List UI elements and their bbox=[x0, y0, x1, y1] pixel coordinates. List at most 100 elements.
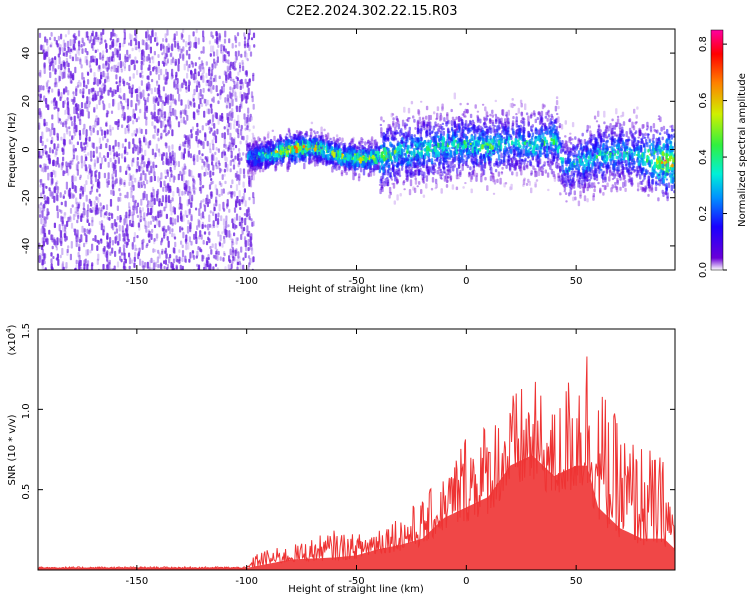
noise-cell bbox=[244, 49, 247, 54]
noise-cell bbox=[185, 60, 188, 66]
noise-cell bbox=[88, 96, 91, 102]
noise-cell bbox=[126, 49, 129, 55]
spectrum-cell bbox=[564, 192, 568, 195]
noise-cell bbox=[217, 250, 220, 256]
noise-cell bbox=[252, 72, 255, 77]
noise-cell bbox=[253, 44, 256, 48]
noise-cell bbox=[79, 82, 82, 87]
noise-cell bbox=[137, 222, 140, 228]
noise-cell bbox=[66, 248, 69, 253]
noise-cell bbox=[219, 256, 222, 261]
noise-cell bbox=[198, 208, 201, 217]
noise-cell bbox=[114, 139, 117, 147]
noise-cell bbox=[205, 99, 208, 107]
noise-cell bbox=[109, 157, 112, 163]
noise-cell bbox=[156, 115, 159, 123]
noise-cell bbox=[122, 265, 125, 270]
noise-cell bbox=[135, 168, 138, 174]
noise-cell bbox=[95, 58, 98, 66]
noise-cell bbox=[185, 50, 189, 56]
spectrum-cell bbox=[595, 120, 599, 123]
noise-cell bbox=[142, 170, 145, 176]
noise-cell bbox=[110, 189, 113, 195]
noise-cell bbox=[194, 36, 197, 43]
noise-cell bbox=[127, 124, 130, 132]
noise-cell bbox=[78, 79, 81, 84]
noise-cell bbox=[187, 242, 190, 250]
noise-cell bbox=[83, 258, 87, 267]
noise-cell bbox=[113, 183, 116, 187]
noise-cell bbox=[113, 88, 116, 97]
noise-cell bbox=[243, 226, 246, 232]
noise-cell bbox=[238, 67, 242, 73]
noise-cell bbox=[210, 80, 213, 86]
noise-cell bbox=[247, 87, 250, 95]
noise-cell bbox=[203, 161, 206, 166]
noise-cell bbox=[224, 161, 227, 168]
noise-cell bbox=[199, 97, 202, 105]
noise-cell bbox=[155, 36, 159, 44]
noise-cell bbox=[119, 192, 122, 197]
noise-cell bbox=[228, 112, 231, 117]
noise-cell bbox=[193, 102, 196, 108]
noise-cell bbox=[201, 158, 204, 164]
noise-cell bbox=[152, 161, 155, 169]
noise-cell bbox=[239, 65, 242, 69]
noise-cell bbox=[242, 257, 245, 261]
noise-cell bbox=[216, 56, 219, 63]
noise-cell bbox=[227, 67, 230, 74]
noise-cell bbox=[197, 267, 200, 270]
noise-cell bbox=[91, 243, 94, 251]
noise-cell bbox=[239, 140, 242, 145]
noise-cell bbox=[97, 253, 100, 261]
noise-cell bbox=[110, 110, 114, 114]
noise-cell bbox=[226, 202, 229, 207]
noise-cell bbox=[172, 157, 175, 161]
noise-cell bbox=[60, 33, 63, 40]
noise-cell bbox=[202, 198, 205, 203]
noise-cell bbox=[145, 42, 148, 51]
noise-cell bbox=[66, 220, 69, 227]
noise-cell bbox=[156, 256, 159, 263]
noise-cell bbox=[79, 187, 82, 192]
noise-cell bbox=[60, 240, 63, 247]
noise-cell bbox=[56, 180, 59, 185]
noise-cell bbox=[107, 89, 110, 97]
noise-cell bbox=[79, 174, 82, 178]
noise-cell bbox=[202, 239, 205, 245]
spectrum-cell bbox=[433, 111, 436, 115]
noise-cell bbox=[88, 136, 91, 142]
noise-cell bbox=[202, 184, 205, 188]
noise-cell bbox=[202, 255, 205, 260]
noise-cell bbox=[64, 66, 67, 70]
noise-cell bbox=[217, 148, 220, 152]
noise-cell bbox=[41, 210, 44, 218]
noise-cell bbox=[80, 155, 83, 164]
noise-cell bbox=[168, 145, 171, 153]
noise-cell bbox=[221, 174, 224, 180]
noise-cell bbox=[218, 241, 221, 246]
noise-cell bbox=[85, 55, 89, 60]
noise-cell bbox=[150, 192, 153, 198]
noise-cell bbox=[60, 201, 63, 206]
noise-cell bbox=[57, 110, 60, 119]
noise-cell bbox=[140, 184, 143, 188]
spectrum-cell bbox=[660, 126, 663, 132]
noise-cell bbox=[231, 87, 235, 94]
noise-cell bbox=[83, 80, 86, 88]
noise-cell bbox=[58, 224, 61, 232]
noise-cell bbox=[227, 147, 230, 152]
noise-cell bbox=[153, 198, 156, 205]
noise-cell bbox=[174, 99, 177, 106]
noise-cell bbox=[169, 199, 172, 204]
noise-cell bbox=[61, 226, 65, 233]
noise-cell bbox=[190, 60, 193, 65]
noise-cell bbox=[150, 167, 153, 174]
noise-cell bbox=[153, 125, 156, 129]
noise-cell bbox=[48, 187, 51, 192]
noise-cell bbox=[152, 259, 155, 268]
noise-cell bbox=[163, 101, 166, 106]
noise-cell bbox=[244, 200, 247, 207]
spectrum-cell bbox=[412, 115, 415, 119]
noise-cell bbox=[202, 141, 205, 150]
